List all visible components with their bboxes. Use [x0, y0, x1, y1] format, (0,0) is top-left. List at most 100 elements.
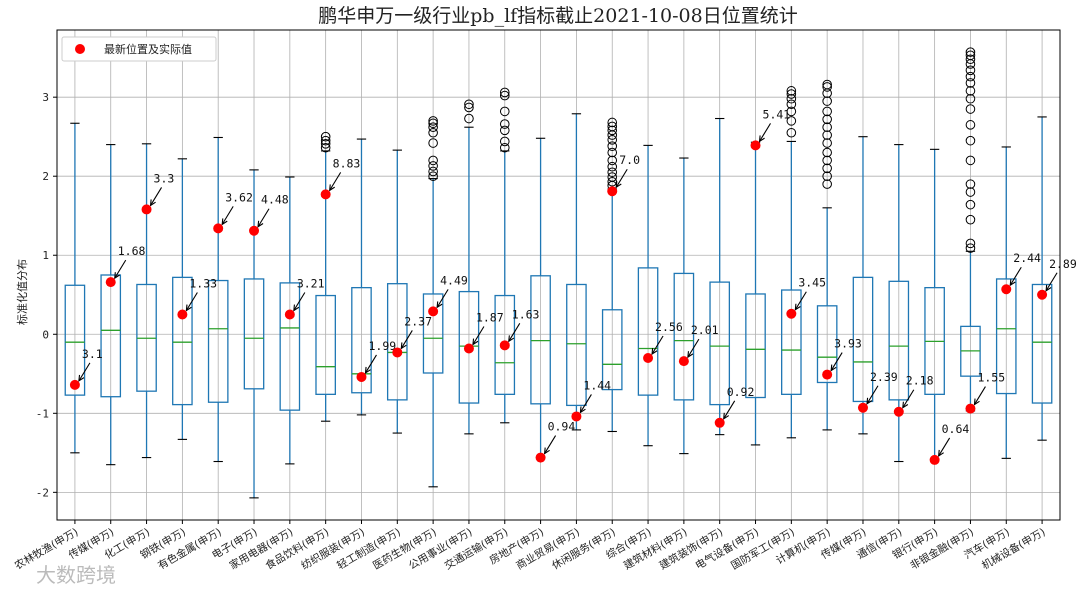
annotation-label: 3.45	[798, 276, 826, 290]
grid-lines	[57, 30, 1060, 520]
latest-point	[822, 369, 833, 380]
annotation-arrow-head	[508, 335, 515, 343]
outlier-point	[965, 187, 976, 197]
annotation-arrow-head	[257, 220, 264, 228]
annotation-label: 3.93	[834, 337, 862, 351]
annotation-label: 5.41	[763, 107, 791, 121]
annotation-label: 1.87	[476, 311, 504, 325]
latest-point	[320, 189, 331, 200]
annotation-arrow-head	[472, 338, 479, 346]
annotation-arrow-line	[293, 292, 306, 311]
outlier-point	[607, 147, 618, 158]
box-group	[673, 157, 695, 455]
annotation-label: 2.01	[691, 323, 719, 337]
annotation-arrow-head	[902, 401, 909, 409]
outlier-point	[822, 79, 832, 90]
iqr-box	[601, 309, 623, 391]
outlier-point	[786, 106, 797, 117]
outlier-point	[822, 114, 832, 125]
annotation-arrow-head	[78, 374, 85, 382]
annotation-arrow-head	[758, 135, 765, 143]
outlier-point	[965, 243, 976, 253]
latest-point	[463, 343, 474, 354]
annotation-arrow-head	[687, 351, 694, 359]
annotation-label: 1.99	[368, 339, 396, 353]
annotation-label: 2.37	[404, 314, 432, 328]
outlier-point	[320, 135, 331, 146]
outlier-point	[786, 89, 797, 99]
annotation-label: 0.92	[727, 385, 755, 399]
outlier-point	[464, 99, 474, 110]
outlier-point	[822, 122, 832, 133]
annotation-arrow-line	[78, 362, 91, 382]
outlier-point	[965, 50, 976, 61]
latest-point	[678, 356, 689, 367]
latest-point	[607, 186, 618, 197]
annotation-arrow-line	[221, 206, 234, 225]
annotation-label: 0.94	[548, 420, 576, 434]
annotation-arrow-line	[114, 259, 127, 279]
outlier-point	[965, 155, 976, 166]
latest-point	[356, 371, 367, 382]
outlier-point	[822, 130, 832, 140]
y-tick-label: -1	[36, 407, 49, 420]
latest-point	[105, 277, 116, 288]
annotation-arrow-line	[938, 437, 951, 457]
latest-point	[571, 411, 582, 422]
annotation-label: 2.44	[1013, 251, 1041, 265]
annotation-arrow-line	[973, 386, 986, 405]
outlier-point	[428, 116, 438, 126]
box-group	[1031, 116, 1053, 441]
legend-marker	[75, 44, 85, 54]
annotation-arrow-head	[579, 406, 586, 414]
outlier-point	[428, 166, 438, 177]
legend-label: 最新位置及实际值	[104, 42, 192, 56]
outlier-point	[965, 78, 976, 88]
box-group	[745, 141, 766, 446]
annotation-label: 3.3	[154, 171, 175, 185]
annotation-arrow-head	[794, 303, 801, 311]
outlier-point	[428, 161, 438, 171]
outlier-point	[499, 125, 510, 136]
y-tick-label: 0	[42, 328, 49, 341]
box-group	[243, 169, 265, 499]
annotation-arrow-head	[329, 184, 336, 192]
outlier-point	[499, 90, 510, 101]
iqr-box	[386, 283, 408, 401]
outlier-point	[822, 82, 832, 92]
annotation-arrow-head	[1045, 284, 1052, 292]
box-group	[100, 144, 122, 466]
watermark: 大数跨境	[36, 563, 116, 587]
outlier-point	[499, 119, 510, 129]
outlier-point	[499, 136, 510, 147]
annotation-arrow-line	[830, 352, 843, 371]
latest-point	[284, 309, 295, 320]
annotation-arrow-line	[1009, 266, 1022, 286]
annotation-label: 1.63	[512, 307, 540, 321]
annotation-arrow-head	[615, 181, 622, 189]
outlier-point	[786, 99, 797, 110]
y-tick-label: 2	[42, 170, 49, 183]
y-tick-label: -2	[36, 486, 49, 499]
box-group	[637, 144, 659, 447]
y-tick-label: 1	[42, 249, 49, 262]
annotation-arrow-head	[866, 397, 873, 405]
annotation-arrow-line	[1045, 272, 1058, 292]
latest-point	[141, 204, 152, 215]
latest-point	[893, 406, 904, 417]
iqr-box	[422, 293, 444, 374]
outlier-point	[965, 238, 976, 249]
annotation-arrow-line	[615, 168, 628, 188]
outlier-point	[965, 214, 976, 225]
annotation-arrow-head	[149, 199, 156, 207]
iqr-box	[637, 267, 659, 396]
iqr-box	[207, 279, 229, 403]
annotation-arrow-head	[723, 412, 730, 420]
outlier-point	[965, 104, 976, 114]
outlier-point	[786, 93, 797, 104]
outlier-point	[428, 127, 438, 138]
annotation-arrow-line	[329, 172, 342, 191]
outlier-point	[607, 141, 618, 151]
annotation-arrow-head	[221, 218, 228, 226]
annotation-label: 2.18	[906, 374, 934, 388]
